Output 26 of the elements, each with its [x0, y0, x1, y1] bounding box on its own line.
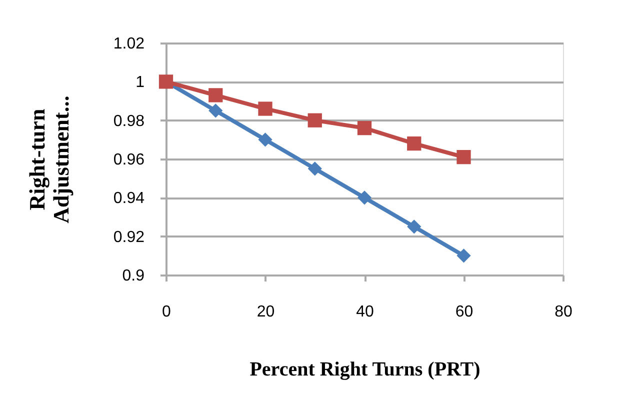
point [407, 220, 422, 234]
point [258, 102, 272, 116]
x-axis-title: Percent Right Turns (PRT) [250, 358, 480, 380]
y-axis-title: Right-turn Adjustment... [24, 96, 74, 224]
y-tick-label: 1 [136, 74, 145, 92]
y-tick-label: 0.9 [122, 268, 145, 284]
y-tick-label: 0.96 [113, 152, 145, 168]
y-tick-label: 0.92 [113, 228, 145, 246]
y-tick-label: 0.94 [113, 190, 145, 208]
x-tick-label: 60 [455, 304, 474, 320]
point [357, 120, 372, 136]
x-tick-label: 0 [162, 304, 172, 320]
point [456, 248, 471, 263]
point [357, 190, 372, 205]
x-tick-label: 80 [554, 304, 572, 320]
point [308, 162, 322, 176]
point [456, 150, 471, 164]
point [407, 136, 422, 151]
y-tick-label: 0.98 [113, 112, 145, 130]
y-tick-label: 1.02 [113, 36, 145, 52]
point [208, 88, 223, 102]
point [258, 132, 272, 147]
point [208, 104, 223, 118]
x-tick-label: 20 [256, 304, 275, 320]
point [308, 113, 322, 128]
x-tick-label: 40 [356, 304, 374, 320]
